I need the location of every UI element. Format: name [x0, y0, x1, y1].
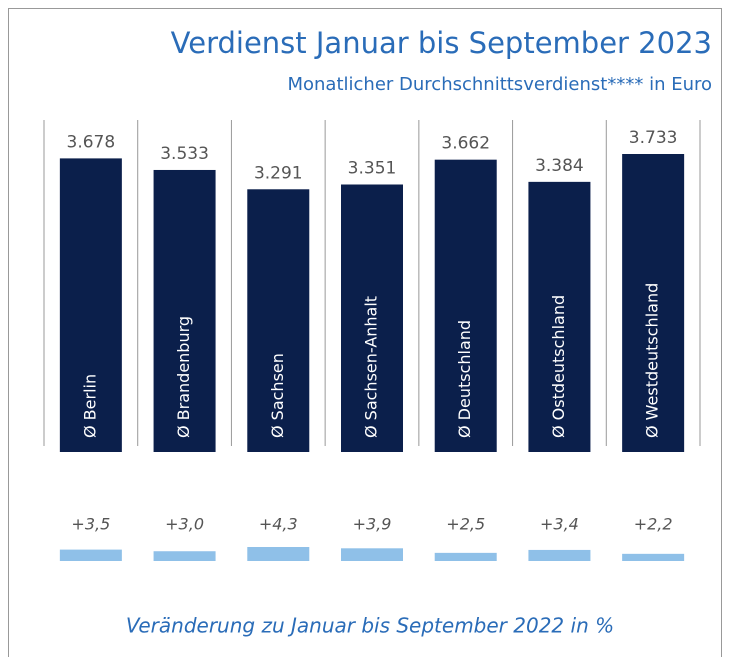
bar [59, 549, 122, 561]
frame [8, 8, 722, 657]
value-label: 3.678 [67, 132, 116, 152]
chart-title: Verdienst Januar bis September 2023 [171, 26, 712, 60]
bar [341, 184, 403, 452]
bar [434, 159, 497, 452]
annotation: Veränderung zu Januar bis September 2022… [126, 614, 614, 638]
value-label: 3.384 [535, 156, 584, 176]
bar [247, 189, 310, 452]
value-label: 3.351 [348, 158, 397, 178]
value-label: 3.662 [441, 134, 490, 154]
value-label: 3.733 [629, 128, 678, 148]
category-label: Ø Berlin [80, 374, 99, 438]
bar [528, 181, 591, 452]
value-label: 3.291 [254, 163, 303, 183]
value-label: +2,5 [446, 515, 485, 534]
value-label: +2,2 [634, 515, 673, 534]
bar [247, 547, 310, 561]
bar [622, 553, 685, 561]
value-label: +3,5 [71, 515, 110, 534]
category-label: Ø Sachsen-Anhalt [362, 296, 381, 438]
category-label: Ø Brandenburg [174, 316, 193, 438]
value-label: +3,4 [540, 515, 579, 534]
category-label: Ø Sachsen [268, 353, 287, 438]
category-label: Ø Westdeutschland [643, 283, 662, 438]
value-label: 3.533 [160, 144, 209, 164]
bar [153, 551, 216, 561]
bar [153, 169, 216, 453]
bar [341, 548, 403, 561]
value-label: +4,3 [259, 515, 298, 534]
category-label: Ø Deutschland [455, 320, 474, 438]
category-label: Ø Ostdeutschland [549, 295, 568, 438]
value-label: +3,9 [353, 515, 392, 534]
bar [59, 158, 122, 452]
bar [528, 549, 591, 561]
value-label: +3,0 [165, 515, 204, 534]
bar [434, 552, 497, 561]
chart-subtitle: Monatlicher Durchschnittsverdienst**** i… [287, 74, 712, 95]
bar [622, 154, 685, 452]
